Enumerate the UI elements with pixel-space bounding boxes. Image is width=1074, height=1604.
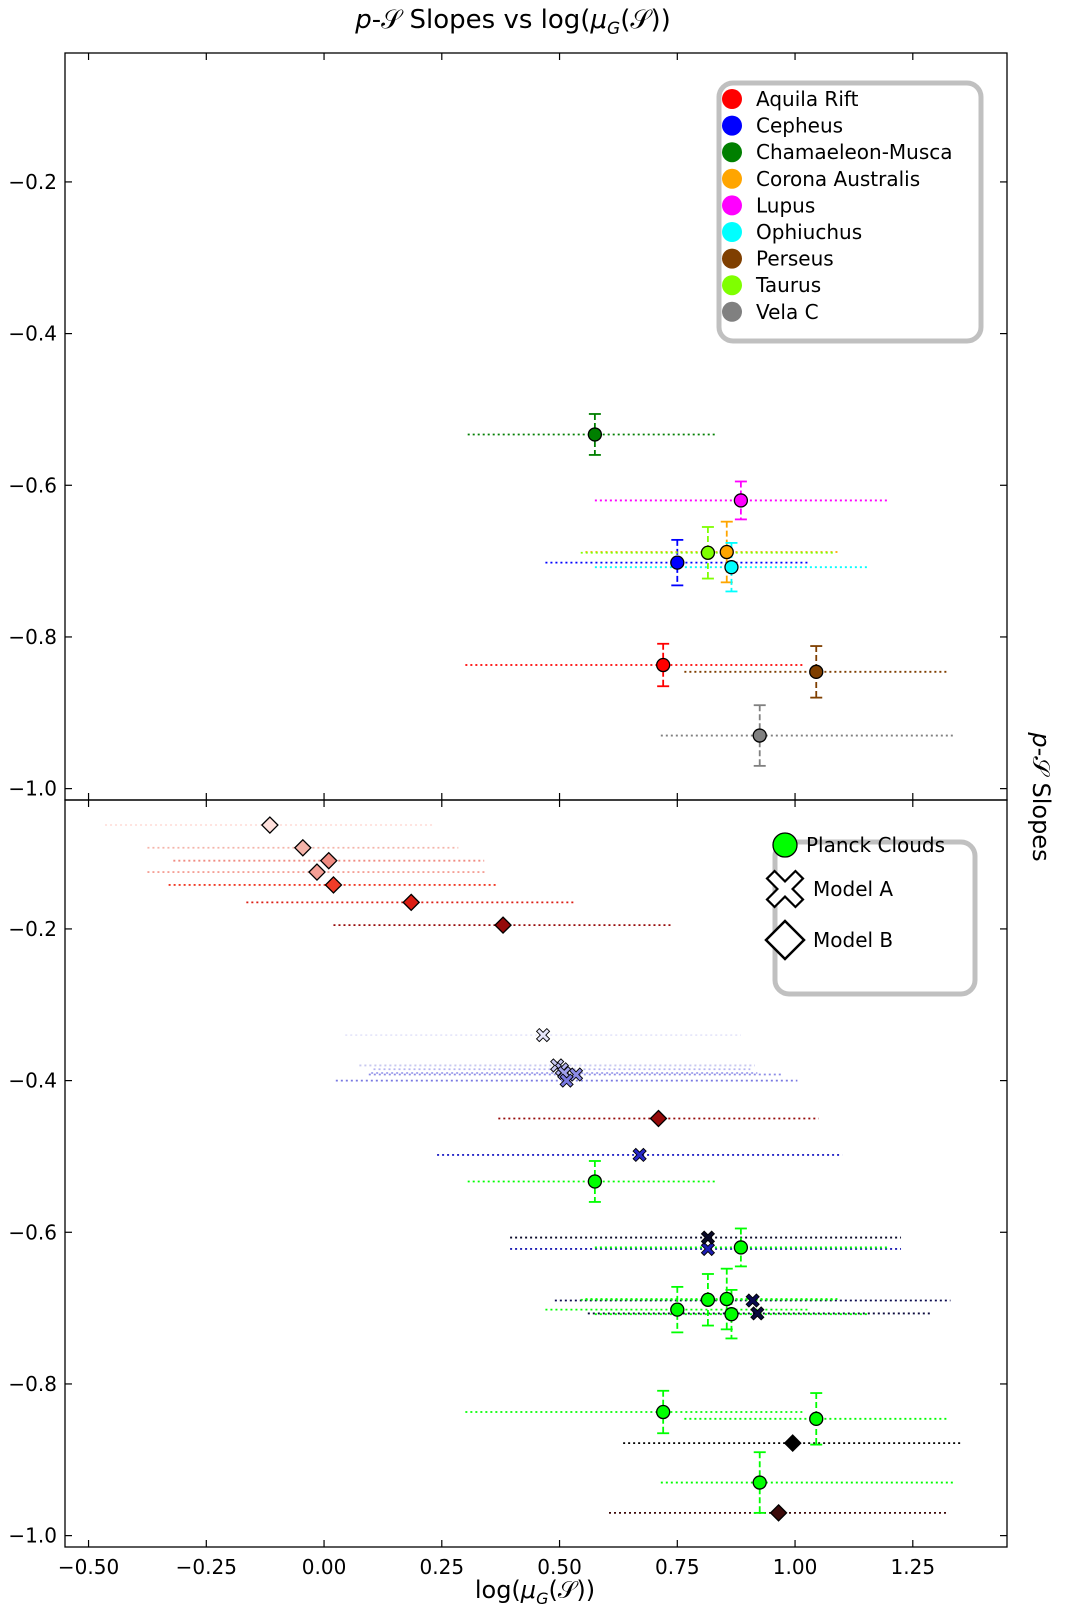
y-tick-label: −1.0 [8, 777, 57, 801]
legend-marker [722, 195, 742, 216]
xlabel-tail: (𝒮)) [548, 1576, 595, 1604]
planck-point [670, 1302, 685, 1317]
x-tick-label: 0.00 [302, 1555, 347, 1579]
data-point [700, 545, 716, 560]
x-tick-label: 0.75 [655, 1555, 700, 1579]
model-b-point [324, 876, 343, 894]
title-mu: μ [589, 5, 607, 35]
model-a-point [745, 1293, 760, 1308]
legend-marker [722, 168, 742, 189]
data-point [752, 728, 767, 743]
model-a-point [535, 1027, 551, 1043]
data-point [656, 657, 671, 673]
title-rest: -𝒮 Slopes vs log( [372, 5, 591, 35]
bottom-legend: Planck Clouds Model A Model B [764, 832, 978, 997]
x-tick-label: −0.50 [58, 1555, 119, 1579]
y-tick-label: −0.6 [8, 473, 57, 497]
top-legend-box [716, 80, 984, 344]
planck-point [752, 1475, 767, 1490]
legend-label: Taurus [755, 273, 821, 297]
bottom-panel: −0.2 −0.4 −0.6 −0.8 −1.0−0.50 −0.25 0.00 0.25 0.… [8, 799, 1008, 1579]
data-point [733, 493, 749, 508]
model-b-point [402, 893, 421, 912]
x-tick-label: 0.50 [537, 1555, 582, 1579]
model-a-point [632, 1147, 647, 1163]
data-point [724, 560, 739, 575]
planck-point [656, 1404, 671, 1420]
xlabel-pre: log( [475, 1576, 521, 1604]
legend-marker [722, 222, 742, 242]
y-axis-label: p-𝒮 Slopes [1027, 731, 1055, 861]
legend-label: Cepheus [756, 114, 843, 138]
legend-label: Planck Clouds [806, 833, 945, 857]
legend-marker [722, 248, 742, 269]
y-tick-label: −0.8 [8, 625, 57, 649]
legend-label: Chamaeleon-Musca [756, 140, 953, 164]
legend-marker [722, 142, 742, 163]
top-panel: −0.2−0.4−0.6−0.8−1.0 Aquila RiftCepheusC… [8, 52, 1008, 801]
model-a-point [559, 1073, 574, 1088]
x-tick-label: −0.25 [176, 1555, 237, 1579]
ylabel-p: p [1027, 731, 1055, 747]
title-sub: G [607, 19, 620, 39]
xlabel-sub: G [536, 1589, 548, 1604]
y-tick-label: −0.2 [8, 917, 57, 941]
model-b-point [308, 863, 326, 881]
model-b-point [649, 1109, 668, 1128]
legend-marker [765, 869, 805, 909]
model-b-point [260, 816, 279, 834]
legend-label: Model A [813, 877, 893, 901]
model-a-point [700, 1230, 716, 1245]
planck-point [587, 1174, 603, 1189]
legend-label: Vela C [756, 300, 819, 324]
chart-title: p-𝒮 Slopes vs log(μG(𝒮)) [354, 5, 671, 39]
model-b-point [319, 851, 338, 870]
model-b-point [293, 838, 312, 857]
legend-marker [722, 275, 742, 296]
bottom-panel-frame [64, 799, 1008, 1548]
ylabel-rest: -𝒮 Slopes [1027, 748, 1055, 862]
xlabel-mu: μ [520, 1576, 536, 1604]
y-tick-label: −0.4 [8, 1069, 57, 1093]
legend-label: Ophiuchus [756, 220, 862, 244]
model-a-point [700, 1241, 716, 1257]
y-tick-label: −0.4 [8, 322, 57, 346]
planck-point [733, 1240, 749, 1255]
legend-label: Lupus [756, 193, 815, 217]
legend-label: Perseus [756, 247, 834, 271]
legend-label: Corona Australis [756, 167, 920, 191]
x-tick-label: 1.25 [891, 1555, 936, 1579]
model-a-point [750, 1306, 765, 1321]
data-point [670, 555, 685, 570]
legend-marker [764, 919, 806, 961]
planck-point [724, 1307, 739, 1322]
data-point [587, 427, 603, 442]
title-p: p [354, 5, 372, 35]
y-tick-label: −1.0 [8, 1524, 57, 1548]
model-b-point [494, 916, 512, 935]
data-point [719, 544, 734, 560]
x-tick-label: 0.25 [420, 1555, 465, 1579]
planck-point [809, 1411, 824, 1426]
y-tick-label: −0.6 [8, 1220, 57, 1244]
legend-marker [722, 301, 742, 322]
y-tick-label: −0.2 [8, 170, 57, 194]
legend-marker [772, 832, 798, 858]
data-point [809, 664, 824, 679]
legend-marker [722, 115, 742, 136]
model-b-point [783, 1434, 802, 1453]
planck-point [719, 1291, 734, 1307]
y-tick-label: −0.8 [8, 1372, 57, 1396]
legend-label: Model B [813, 928, 893, 952]
title-tail: (𝒮)) [620, 5, 671, 35]
x-tick-label: 1.00 [773, 1555, 818, 1579]
bottom-legend-box [772, 839, 978, 997]
planck-point [700, 1292, 716, 1307]
legend-label: Aquila Rift [756, 87, 859, 111]
legend-marker [722, 89, 742, 109]
x-axis-label: log(μG(𝒮)) [475, 1576, 595, 1604]
model-b-point [769, 1503, 788, 1522]
